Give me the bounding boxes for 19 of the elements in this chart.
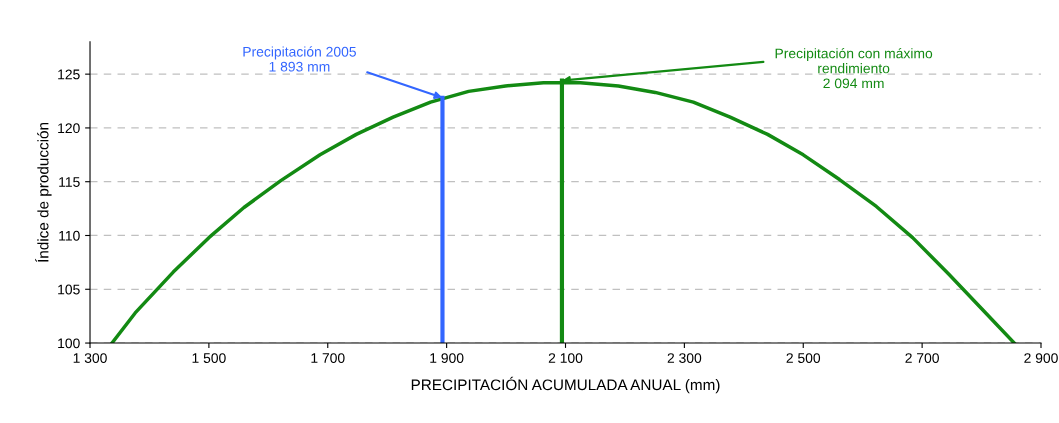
annotation: Precipitación 2005 1 893 mm (243, 46, 356, 72)
y-tick-label: 120 (58, 123, 80, 134)
x-tick-label: 1 700 (311, 353, 345, 363)
annotation: Precipitación con máximo rendimiento 2 094 mm (775, 47, 933, 89)
x-tick-label: 1 500 (192, 353, 226, 363)
x-tick-label: 2 900 (1024, 353, 1058, 363)
x-tick-label: 2 500 (786, 353, 821, 363)
y-tick-label: 105 (58, 284, 80, 295)
y-axis-title: Índice de producción (35, 122, 52, 262)
x-tick-label: 1 300 (73, 353, 107, 363)
y-tick-label: 110 (59, 230, 80, 241)
x-tick-label: 2 700 (905, 353, 939, 363)
x-tick-label: 2 300 (667, 353, 702, 363)
y-tick-label: 125 (58, 69, 80, 80)
y-tick-label: 115 (59, 177, 80, 187)
x-tick-label: 1 900 (430, 353, 464, 363)
x-axis-title: PRECIPITACIÓN ACUMULADA ANUAL (mm) (411, 376, 720, 394)
y-tick-label: 100 (58, 338, 80, 349)
x-tick-label: 2 100 (548, 353, 583, 363)
